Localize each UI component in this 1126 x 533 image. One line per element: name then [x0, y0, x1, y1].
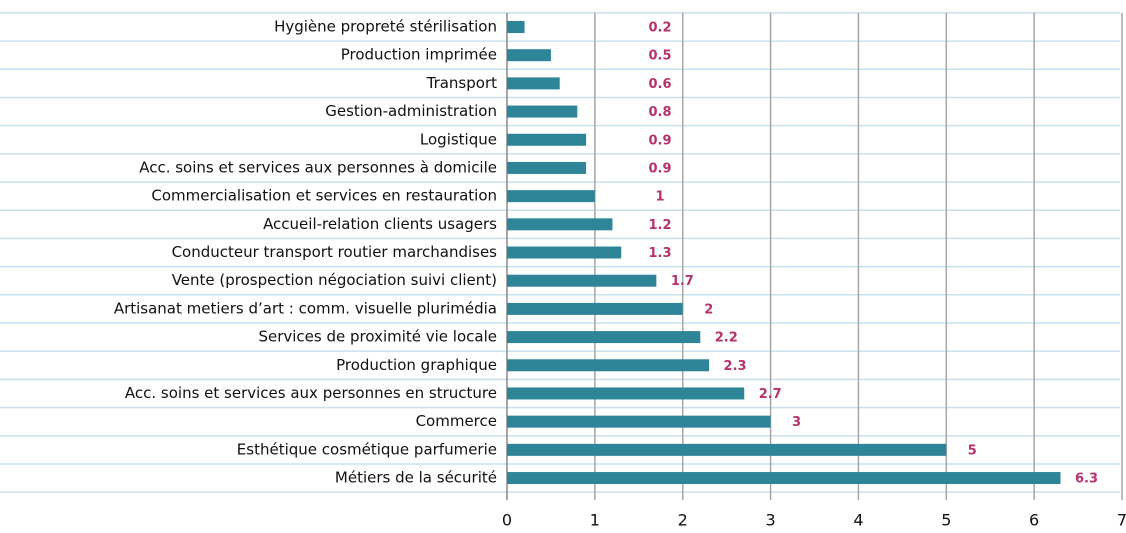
x-tick-label: 3 — [765, 511, 775, 530]
value-label: 1.3 — [648, 246, 671, 261]
value-label: 0.6 — [648, 77, 671, 92]
category-label: Acc. soins et services aux personnes à d… — [139, 158, 497, 176]
value-label: 0.2 — [648, 21, 671, 36]
value-label: 0.9 — [648, 161, 671, 176]
category-label: Esthétique cosmétique parfumerie — [237, 440, 497, 458]
bar — [507, 331, 701, 344]
category-label: Acc. soins et services aux personnes en … — [125, 384, 497, 402]
value-label: 2.2 — [715, 331, 738, 346]
value-label: 6.3 — [1075, 472, 1098, 487]
bar — [507, 190, 595, 203]
bar — [507, 21, 525, 33]
value-label: 2.7 — [759, 387, 782, 402]
value-label: 0.8 — [648, 105, 671, 120]
category-label: Production imprimée — [341, 46, 497, 64]
bar — [507, 77, 560, 90]
category-label: Métiers de la sécurité — [335, 469, 497, 487]
category-label: Vente (prospection négociation suivi cli… — [172, 271, 497, 289]
bar — [507, 302, 683, 315]
x-tick-label: 6 — [1029, 511, 1039, 530]
value-label: 0.5 — [648, 49, 671, 64]
bar — [507, 246, 622, 259]
category-label: Logistique — [420, 130, 497, 148]
bar — [507, 443, 947, 456]
bar — [507, 49, 551, 62]
bar — [507, 415, 771, 428]
x-tick-label: 5 — [941, 511, 951, 530]
bar — [507, 359, 710, 372]
bar — [507, 274, 657, 287]
bar — [507, 472, 1061, 485]
value-label: 1.2 — [648, 218, 671, 233]
bar — [507, 161, 587, 174]
value-label: 2 — [704, 302, 713, 317]
bar — [507, 218, 613, 231]
category-label: Transport — [426, 74, 498, 92]
x-tick-label: 1 — [590, 511, 600, 530]
value-label: 5 — [968, 443, 977, 458]
value-label: 1 — [655, 190, 664, 205]
category-label: Conducteur transport routier marchandise… — [172, 243, 498, 261]
category-label: Commerce — [416, 412, 497, 430]
category-label: Accueil-relation clients usagers — [263, 215, 497, 233]
bar — [507, 387, 745, 400]
category-label: Artisanat metiers d’art : comm. visuelle… — [114, 299, 497, 317]
x-tick-label: 4 — [853, 511, 863, 530]
category-label: Hygiène propreté stérilisation — [274, 18, 497, 36]
category-label: Commercialisation et services en restaur… — [151, 187, 497, 205]
value-label: 2.3 — [724, 359, 747, 374]
x-tick-label: 7 — [1117, 511, 1126, 530]
x-tick-label: 0 — [502, 511, 512, 530]
value-label: 1.7 — [671, 274, 694, 289]
bar — [507, 133, 587, 146]
value-label: 0.9 — [648, 133, 671, 148]
value-label: 3 — [792, 415, 801, 430]
category-label: Services de proximité vie locale — [258, 328, 497, 346]
category-label: Gestion-administration — [325, 102, 497, 120]
bar — [507, 105, 578, 118]
x-tick-label: 2 — [678, 511, 688, 530]
category-label: Production graphique — [336, 356, 497, 374]
